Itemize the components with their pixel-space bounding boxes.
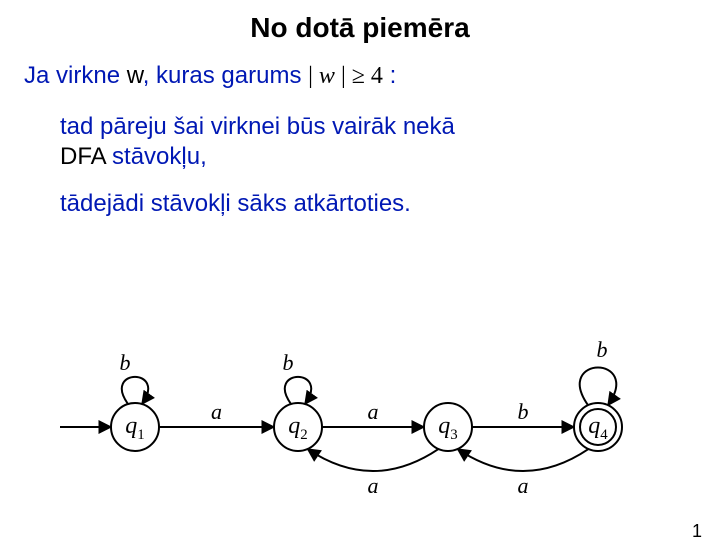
back-edge [458, 449, 589, 471]
line1: Ja virkne w, kuras garums | w | ≥ 4 : [24, 62, 720, 90]
back-edge-label: a [518, 473, 529, 498]
self-loop-label: b [120, 350, 131, 375]
self-loop [122, 377, 148, 404]
line2b-dfa: DFA [60, 143, 105, 170]
line1-colon: : [383, 62, 396, 89]
edge-label: a [211, 399, 222, 424]
line2b: DFA stāvokļu, [60, 142, 720, 172]
line2b-rest: stāvokļu, [105, 143, 206, 170]
self-loop [285, 377, 311, 404]
line1-mid: , kuras garums [143, 62, 308, 89]
edge-label: b [518, 399, 529, 424]
back-edge [308, 449, 439, 471]
line2a: tad pāreju šai virknei būs vairāk nekā [60, 112, 720, 142]
dfa-diagram: aabaabbbq1q2q3q4 [40, 307, 680, 517]
line3: tādejādi stāvokļi sāks atkārtoties. [60, 190, 720, 218]
line1-pre: Ja virkne [24, 62, 127, 89]
slide-title: No dotā piemēra [0, 12, 720, 44]
back-edge-label: a [368, 473, 379, 498]
self-loop-label: b [283, 350, 294, 375]
self-loop-label: b [597, 337, 608, 362]
edge-label: a [368, 399, 379, 424]
page-number: 1 [692, 521, 702, 542]
formula: | w | ≥ 4 [308, 63, 383, 89]
line1-w: w [127, 62, 143, 89]
self-loop [580, 368, 616, 406]
line2: tad pāreju šai virknei būs vairāk nekā D… [60, 112, 720, 172]
